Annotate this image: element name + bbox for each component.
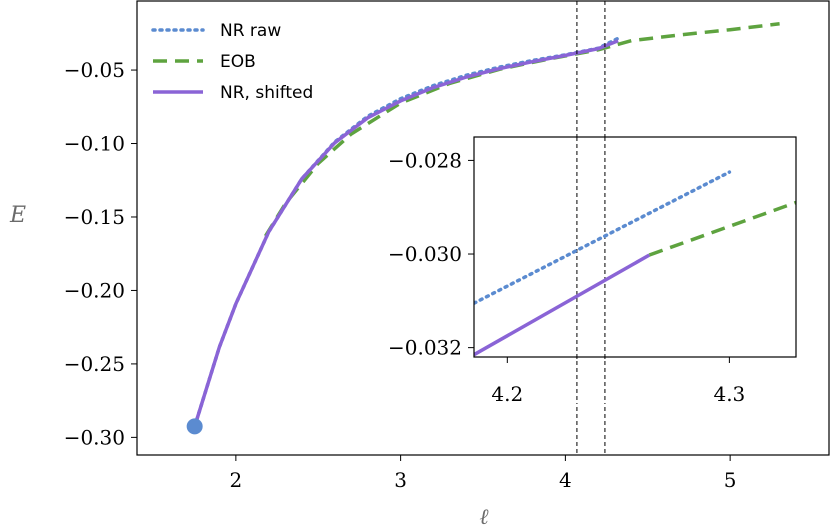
legend-label-nr-raw: NR raw [220, 21, 281, 41]
inset-frame [473, 136, 797, 358]
x-axis-label: ℓ [479, 505, 489, 530]
legend-label-eob: EOB [220, 52, 256, 72]
main-curves [192, 22, 780, 429]
x-tick-label: 3 [394, 468, 407, 492]
inset-series-line-nr-shifted [474, 253, 651, 357]
start-marker [186, 418, 203, 435]
inset-series-line-nr-raw [474, 170, 732, 305]
inset-x-tick-label: 4.3 [713, 382, 745, 406]
main-plot: 2 3 4 5 −0.30 −0.25 −0.20 −0.15 −0.10 −0.05 [64, 0, 830, 492]
y-tick-label: −0.15 [64, 205, 125, 229]
y-tick-label: −0.25 [64, 352, 125, 376]
legend: NR raw EOB NR, shifted [151, 21, 313, 103]
inset-series-line-eob [648, 200, 796, 257]
x-tick-label: 2 [229, 468, 242, 492]
inset-x-tick-label: 4.2 [491, 382, 523, 406]
x-tick-label: 4 [559, 468, 572, 492]
y-tick-label: −0.30 [64, 425, 125, 449]
y-axis-label: E [9, 203, 26, 228]
inset-y-tick-label: −0.028 [388, 148, 462, 172]
inset-background [474, 137, 796, 357]
inset-curves [474, 170, 796, 357]
y-tick-label: −0.20 [64, 278, 125, 302]
y-tick-label: −0.10 [64, 132, 125, 156]
y-tick-label: −0.05 [64, 58, 125, 82]
inset-plot: 4.2 4.3 −0.032 −0.030 −0.028 [359, 136, 797, 406]
series-line-nr-shifted [193, 39, 619, 427]
main-frame [136, 0, 830, 456]
inset-y-tick-label: −0.032 [388, 336, 462, 360]
inset-label-background [359, 138, 472, 356]
inset-xlabel-background [474, 359, 796, 403]
x-tick-label: 5 [724, 468, 737, 492]
inset-y-tick-label: −0.030 [388, 242, 462, 266]
legend-label-nr-shifted: NR, shifted [220, 83, 313, 103]
